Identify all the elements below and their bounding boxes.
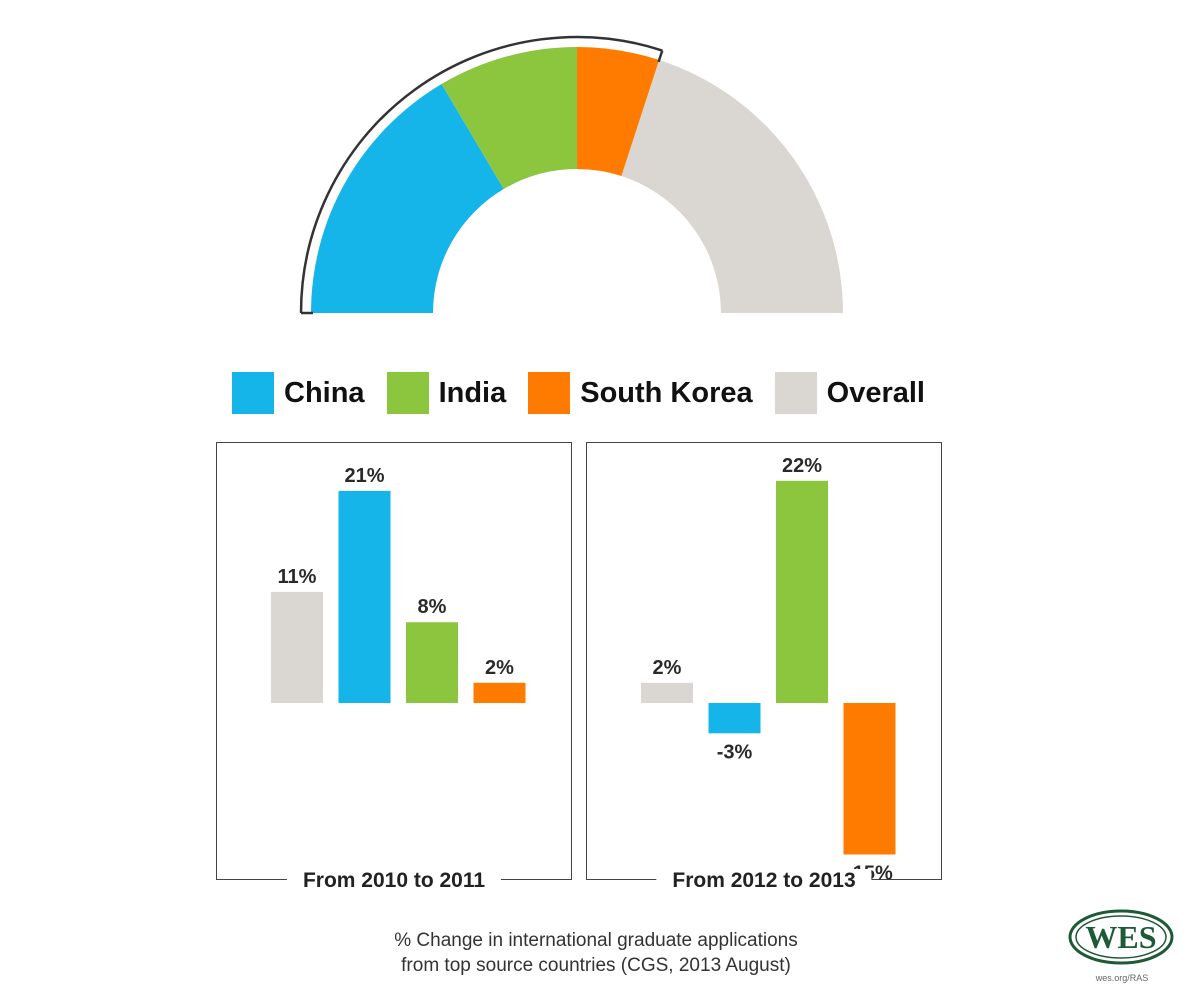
footnote-line-2: from top source countries (CGS, 2013 Aug… — [401, 955, 791, 976]
legend-swatch-overall — [774, 372, 817, 414]
bar-2012-2013-india — [776, 480, 828, 703]
legend-swatch-india — [386, 372, 429, 414]
legend-label-south-korea: South Korea — [580, 376, 753, 409]
gauge-segment-india — [441, 47, 577, 190]
bar-2010-2011-india — [406, 622, 458, 703]
gauge-bracket-tick-end — [657, 50, 664, 63]
bar-2012-2013-south-korea — [843, 703, 896, 855]
legend-item-overall: Overall — [774, 372, 925, 414]
gauge-segment-china — [311, 84, 504, 313]
legend-label-china: China — [284, 376, 365, 409]
gauge-segment-south-korea — [577, 47, 660, 177]
bar-2010-2011-overall — [271, 591, 323, 703]
legend-item-south-korea: South Korea — [528, 372, 753, 414]
legend-label-india: India — [438, 376, 507, 409]
bar-label-2012-2013-overall: 2% — [653, 657, 682, 679]
bar-2012-2013-china — [708, 703, 761, 734]
panel-title-2012-2013: From 2012 to 2013 — [656, 869, 872, 893]
bar-2010-2011-south-korea — [473, 682, 526, 703]
bar-2010-2011-china — [338, 490, 391, 703]
gauge-bracket-arc — [299, 35, 663, 314]
bar-label-2010-2011-overall: 11% — [278, 566, 317, 588]
legend-item-india: India — [386, 372, 507, 414]
legend: China India South Korea Overall — [232, 372, 947, 414]
bar-label-2010-2011-south-korea: 2% — [485, 657, 514, 679]
bar-2012-2013-overall — [641, 682, 693, 703]
bar-label-2012-2013-india: 22% — [782, 455, 822, 477]
bar-chart-2010-2011: 11% 21% 8% 2% — [271, 465, 526, 703]
legend-swatch-china — [232, 372, 274, 414]
legend-swatch-south-korea — [528, 372, 571, 414]
bar-panel-2010-2011: 11% 21% 8% 2% From 2010 to 2011 — [216, 442, 572, 893]
legend-label-overall: Overall — [826, 376, 925, 409]
logo-mark-text: WES — [1085, 919, 1156, 955]
bar-label-2012-2013-china: -3% — [717, 741, 753, 763]
legend-item-china: China — [232, 372, 365, 414]
bar-label-2010-2011-china: 21% — [344, 465, 384, 487]
bar-label-2010-2011-india: 8% — [418, 596, 447, 618]
panel-title-2010-2011: From 2010 to 2011 — [286, 869, 502, 893]
footnote-line-1: % Change in international graduate appli… — [394, 930, 798, 951]
logo-url: wes.org/RAS — [1095, 973, 1149, 983]
bar-chart-2012-2013: 2%-3%22%-15% — [641, 455, 896, 885]
bar-panel-2012-2013: 2%-3%22%-15% From 2012 to 2013 — [586, 442, 942, 893]
wes-logo-mark: WES — [1068, 909, 1174, 965]
gauge-segment-overall — [621, 60, 843, 313]
half-donut-chart — [299, 35, 843, 315]
footnote: % Change in international graduate appli… — [300, 928, 892, 978]
wes-logo: WES wes.org/RAS — [1068, 908, 1176, 983]
